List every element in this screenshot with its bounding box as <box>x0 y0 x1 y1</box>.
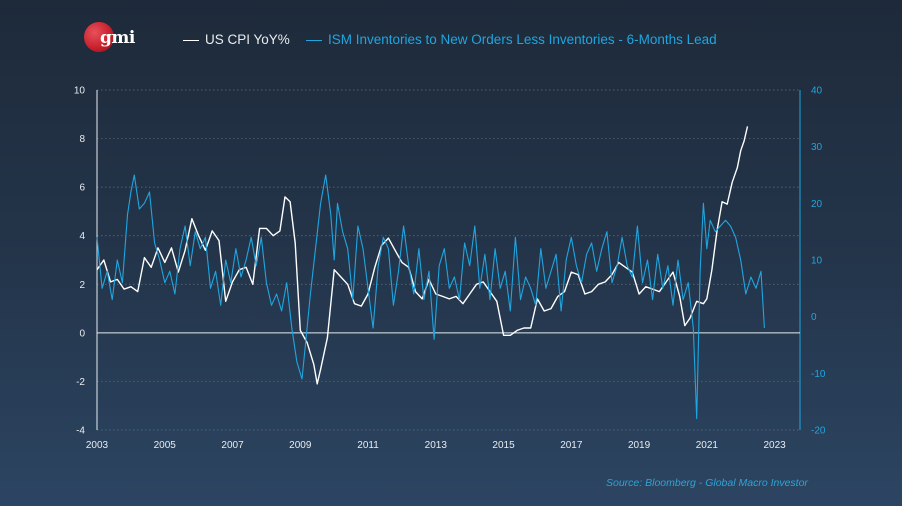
series-lines <box>96 126 765 420</box>
legend-item-cpi: US CPI YoY% <box>183 32 290 47</box>
y2-tick-label: 30 <box>811 142 823 153</box>
x-tick-label: 2003 <box>86 440 109 451</box>
y2-tick-label: -20 <box>811 426 826 437</box>
x-tick-label: 2021 <box>696 440 719 451</box>
legend-label-ism: ISM Inventories to New Orders Less Inven… <box>328 32 717 47</box>
x-tick-label: 2013 <box>425 440 448 451</box>
source-note: Source: Bloomberg - Global Macro Investo… <box>606 477 808 489</box>
x-tick-label: 2007 <box>221 440 244 451</box>
y2-tick-label: 40 <box>811 86 823 97</box>
logo-text: gmi <box>100 28 135 48</box>
x-tick-label: 2005 <box>154 440 177 451</box>
y2-tick-label: -10 <box>811 369 826 380</box>
legend-line-white-icon <box>183 39 199 41</box>
x-tick-label: 2011 <box>357 440 379 451</box>
x-tick-label: 2009 <box>289 440 312 451</box>
ism-series-line <box>96 174 765 420</box>
y-tick-label: -2 <box>76 377 85 388</box>
x-tick-label: 2023 <box>763 440 786 451</box>
gmi-logo: gmi <box>84 22 144 58</box>
logo-ball-icon <box>84 22 114 52</box>
x-tick-label: 2019 <box>628 440 651 451</box>
legend-label-cpi: US CPI YoY% <box>205 32 290 47</box>
y-tick-label: 2 <box>79 280 85 291</box>
x-tick-label: 2017 <box>560 440 583 451</box>
legend-line-blue-icon <box>306 39 322 41</box>
y2-tick-label: 10 <box>811 256 823 267</box>
y-tick-label: 6 <box>79 183 85 194</box>
y-tick-label: 4 <box>79 231 85 242</box>
cpi-series-line <box>96 126 749 385</box>
y-tick-label: 10 <box>74 86 86 97</box>
y-tick-label: 0 <box>79 328 85 339</box>
grid-lines <box>97 89 800 431</box>
x-tick-label: 2015 <box>492 440 515 451</box>
axes <box>96 90 801 430</box>
y-tick-label: -4 <box>76 426 85 437</box>
legend-item-ism: ISM Inventories to New Orders Less Inven… <box>306 32 717 47</box>
y-tick-label: 8 <box>79 134 85 145</box>
y2-tick-label: 20 <box>811 199 823 210</box>
y2-tick-label: 0 <box>811 312 817 323</box>
